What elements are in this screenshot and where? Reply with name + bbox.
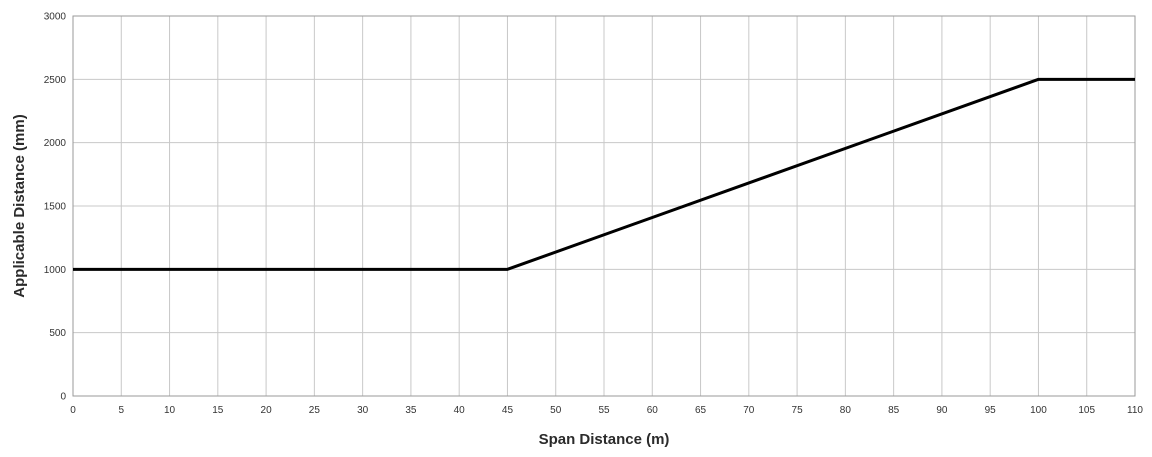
- x-tick-label: 90: [936, 405, 948, 416]
- x-axis-ticks: 0 5 10 15 20 25 30 35 40 45 50 55 60 65 70 75 80 85 90 95 10…: [70, 405, 1143, 416]
- x-tick-label: 45: [502, 405, 514, 416]
- x-tick-label: 0: [70, 405, 76, 416]
- y-axis-title: Applicable Distance (mm): [11, 114, 28, 297]
- y-axis-ticks: 0 500 1000 1500 2000 2500 3000: [44, 12, 67, 403]
- x-tick-label: 95: [985, 405, 997, 416]
- y-tick-label: 0: [60, 392, 66, 403]
- x-tick-label: 5: [118, 405, 124, 416]
- x-tick-label: 110: [1127, 405, 1143, 416]
- x-tick-label: 50: [550, 405, 562, 416]
- x-tick-label: 105: [1078, 405, 1095, 416]
- x-tick-label: 25: [309, 405, 321, 416]
- x-tick-label: 85: [888, 405, 900, 416]
- x-tick-label: 100: [1030, 405, 1047, 416]
- x-tick-label: 20: [261, 405, 273, 416]
- y-tick-label: 1000: [44, 265, 67, 276]
- x-tick-label: 10: [164, 405, 176, 416]
- x-tick-label: 70: [743, 405, 755, 416]
- x-tick-label: 40: [454, 405, 466, 416]
- plot-area-border: [72, 15, 1136, 397]
- x-tick-label: 80: [840, 405, 852, 416]
- series-line: [73, 77, 1135, 271]
- x-axis-title: Span Distance (m): [539, 431, 670, 448]
- x-tick-label: 30: [357, 405, 369, 416]
- y-tick-label: 2500: [44, 75, 67, 86]
- y-tick-label: 500: [49, 328, 66, 339]
- y-tick-label: 1500: [44, 202, 67, 213]
- y-tick-label: 2000: [44, 138, 67, 149]
- x-tick-label: 65: [695, 405, 707, 416]
- x-tick-label: 75: [792, 405, 804, 416]
- x-tick-label: 55: [598, 405, 610, 416]
- x-tick-label: 35: [405, 405, 417, 416]
- grid: [72, 15, 1136, 397]
- series-layer: [73, 77, 1135, 271]
- y-tick-label: 3000: [44, 12, 67, 23]
- x-tick-label: 15: [212, 405, 224, 416]
- x-tick-label: 60: [647, 405, 659, 416]
